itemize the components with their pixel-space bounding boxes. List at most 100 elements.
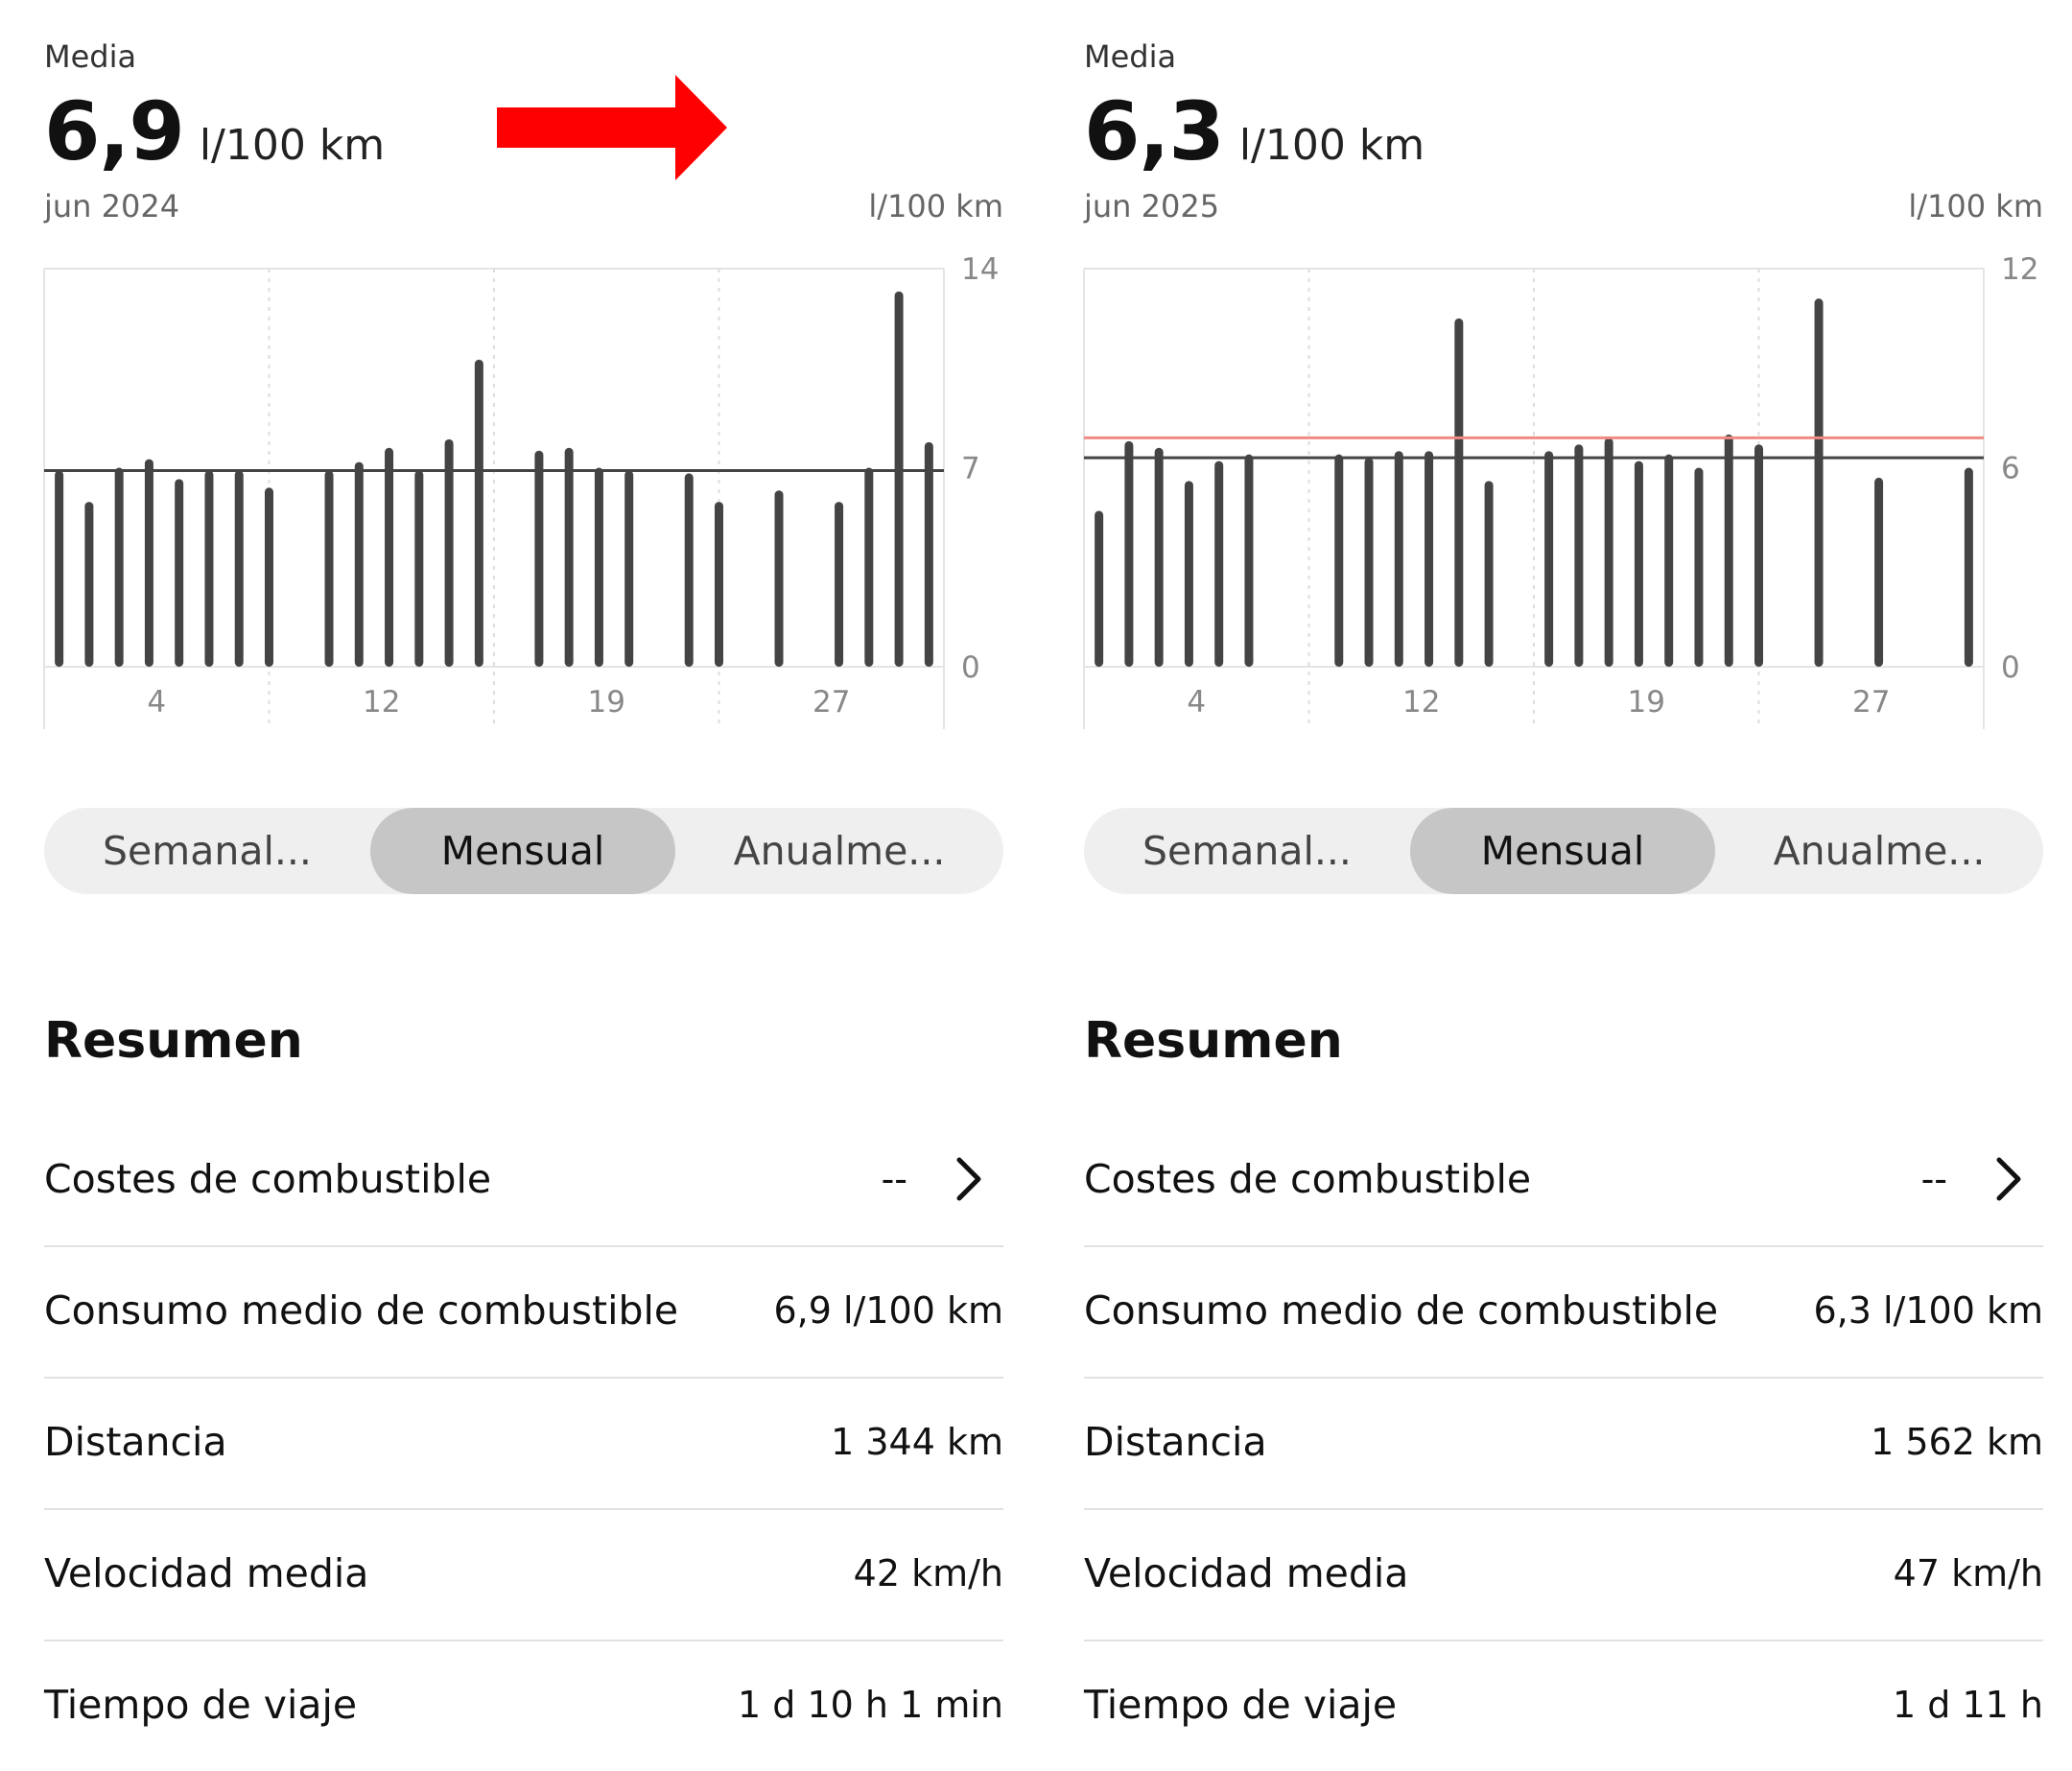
average-value-block: 6,9 l/100 km [44,84,385,178]
chart-bar [1394,451,1403,667]
chart-bar [444,438,454,667]
chart-bar [594,467,603,667]
period-segmented-control: Semanal... Mensual Anualme... [44,808,1003,894]
period-label: jun 2025 [1084,188,1220,224]
avg-consumption-label: Consumo medio de combustible [1084,1287,1719,1334]
chart-bar [624,470,634,667]
chart-bar [414,470,424,667]
chevron-right-icon[interactable] [1991,1156,2026,1202]
chart-bar [1604,437,1613,667]
chart-bar [324,470,334,667]
segment-yearly[interactable]: Anualme... [1773,828,1986,874]
chart-bar [1634,460,1643,667]
fuel-costs-row[interactable]: Costes de combustible -- [1084,1116,2043,1247]
chart-bar [84,502,94,667]
distance-row: Distancia 1 562 km [1084,1379,2043,1510]
chart-bar [354,461,364,667]
x-tick-label: 4 [1187,685,1206,720]
chart-bar [1424,451,1434,667]
chart-bar [175,479,184,667]
chart-bar [1454,318,1464,667]
fuel-costs-value: -- [1920,1158,1947,1200]
chart-bar [894,291,904,667]
chart-bar [265,487,273,667]
distance-row: Distancia 1 344 km [44,1379,1003,1510]
average-value-block: 6,3 l/100 km [1084,84,1424,178]
x-tick-label: 19 [588,685,625,720]
y-tick-label: 0 [961,650,980,685]
x-tick-label: 12 [363,685,400,720]
x-tick-label: 12 [1402,685,1440,720]
average-label: Media [44,38,137,75]
chart-bar [1484,481,1494,667]
chart-bar [1214,460,1224,667]
arrow-right-icon [497,75,727,180]
segment-monthly[interactable]: Mensual [370,808,675,894]
chart-bar [1184,481,1193,667]
chart-bar [144,459,153,667]
chart-bar [1874,477,1884,667]
travel-time-row: Tiempo de viaje 1 d 10 h 1 min [44,1641,1003,1771]
distance-value: 1 344 km [831,1421,1003,1463]
avg-consumption-value: 6,3 l/100 km [1813,1289,2043,1332]
average-unit: l/100 km [199,121,386,170]
chart-bar [114,467,124,667]
chart-bar [1334,454,1344,667]
avg-speed-label: Velocidad media [1084,1550,1409,1596]
segment-monthly[interactable]: Mensual [1410,808,1715,894]
fuel-costs-row[interactable]: Costes de combustible -- [44,1116,1003,1247]
average-unit: l/100 km [1238,121,1425,170]
chart-bar [774,490,784,667]
chart-bar [1544,451,1554,667]
y-tick-label: 0 [2001,650,2020,685]
chart-bar [1724,434,1733,667]
segment-yearly[interactable]: Anualme... [733,828,946,874]
avg-speed-value: 47 km/h [1893,1552,2043,1594]
distance-label: Distancia [1084,1419,1267,1465]
right-panel: Media 6,3 l/100 km jun 2025 l/100 km 4 12… [1083,0,2043,1728]
y-axis-unit: l/100 km [868,188,1003,224]
chart-bar [1244,454,1254,667]
chart-bar [1964,467,1973,667]
chart-bar [1814,298,1824,667]
chart-bar [1154,447,1164,667]
avg-speed-value: 42 km/h [853,1552,1003,1594]
chart-bar [1574,444,1584,667]
y-tick-label: 7 [961,452,980,486]
chart-bar [864,467,874,667]
summary-list: Costes de combustible -- Consumo medio d… [1084,1116,2043,1771]
chart-bar [715,502,723,667]
travel-time-label: Tiempo de viaje [1084,1682,1398,1728]
chart-bar [385,447,394,667]
fuel-costs-label: Costes de combustible [1084,1156,1532,1202]
travel-time-value: 1 d 10 h 1 min [738,1684,1003,1726]
x-tick-label: 19 [1628,685,1665,720]
y-tick-label: 14 [961,252,999,287]
fuel-costs-label: Costes de combustible [44,1156,492,1202]
left-panel: Media 6,9 l/100 km jun 2024 l/100 km 4 12… [43,0,1003,1728]
avg-speed-label: Velocidad media [44,1550,369,1596]
chart-bar [1694,467,1704,667]
travel-time-value: 1 d 11 h [1893,1684,2043,1726]
chevron-right-icon[interactable] [952,1156,986,1202]
chart-bar [1754,444,1763,667]
period-segmented-control: Semanal... Mensual Anualme... [1084,808,2043,894]
chart-bar [204,470,214,667]
x-tick-label: 27 [1852,685,1890,720]
summary-title: Resumen [1084,1012,1343,1070]
segment-weekly[interactable]: Semanal... [1142,828,1352,874]
chart-bar [835,502,844,667]
y-axis-unit: l/100 km [1908,188,2043,224]
average-value: 6,3 [1084,84,1225,178]
chart-bar [1124,440,1134,667]
period-label: jun 2024 [44,188,180,224]
avg-consumption-label: Consumo medio de combustible [44,1287,679,1334]
chart-bar [564,447,574,667]
summary-title: Resumen [44,1012,303,1070]
distance-value: 1 562 km [1871,1421,2043,1463]
avg-consumption-row: Consumo medio de combustible 6,9 l/100 k… [44,1247,1003,1379]
chart-bar [684,473,694,667]
segment-weekly[interactable]: Semanal... [103,828,312,874]
fuel-costs-value: -- [881,1158,907,1200]
avg-consumption-value: 6,9 l/100 km [773,1289,1003,1332]
